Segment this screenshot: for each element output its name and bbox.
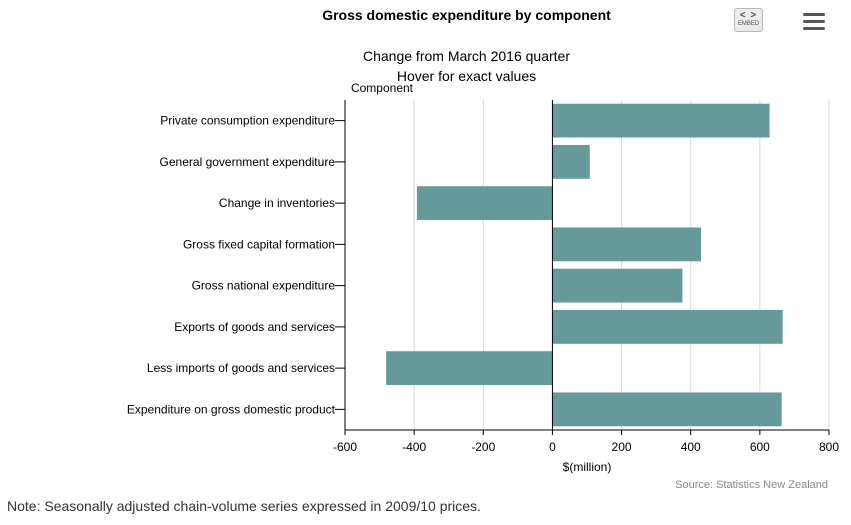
category-label: Gross fixed capital formation [183,237,335,251]
embed-label: EMBED [737,21,760,27]
x-tick-label: 600 [750,440,770,454]
category-label: Exports of goods and services [174,320,335,334]
footnote: Note: Seasonally adjusted chain-volume s… [7,498,481,514]
bar[interactable] [386,351,553,386]
x-tick-label: 0 [549,440,556,454]
code-icon: < > [739,10,758,21]
y-axis-title: Component [351,81,414,95]
bar[interactable] [416,186,553,221]
category-label: Private consumption expenditure [160,114,335,128]
x-tick-label: -600 [333,440,357,454]
category-label: Expenditure on gross domestic product [127,402,336,416]
embed-button[interactable]: < > EMBED [734,8,763,32]
category-label: Gross national expenditure [192,279,336,293]
category-label: General government expenditure [160,155,336,169]
x-axis-title: $(million) [563,460,612,474]
bars [386,103,783,427]
x-tick-label: -400 [402,440,426,454]
bar[interactable] [552,268,683,303]
chart-title: Gross domestic expenditure by component [322,7,611,23]
x-tick-label: 200 [612,440,632,454]
chart-subtitle-line2: Hover for exact values [396,68,537,84]
x-tick-label: 400 [681,440,701,454]
chart-subtitle-line1: Change from March 2016 quarter [363,48,570,64]
axes: -600 -400 -200 0 200 400 600 800 Private consump… [127,100,839,454]
bar[interactable] [552,227,702,262]
bar[interactable] [552,144,590,179]
category-label: Change in inventories [219,196,335,210]
bar[interactable] [552,392,782,427]
bar[interactable] [552,309,783,344]
hamburger-menu-icon[interactable] [803,13,825,33]
source-credit[interactable]: Source: Statistics New Zealand [675,479,828,491]
category-label: Less imports of goods and services [147,361,335,375]
bar[interactable] [552,103,770,138]
x-tick-label: 800 [819,440,839,454]
x-tick-label: -200 [471,440,495,454]
